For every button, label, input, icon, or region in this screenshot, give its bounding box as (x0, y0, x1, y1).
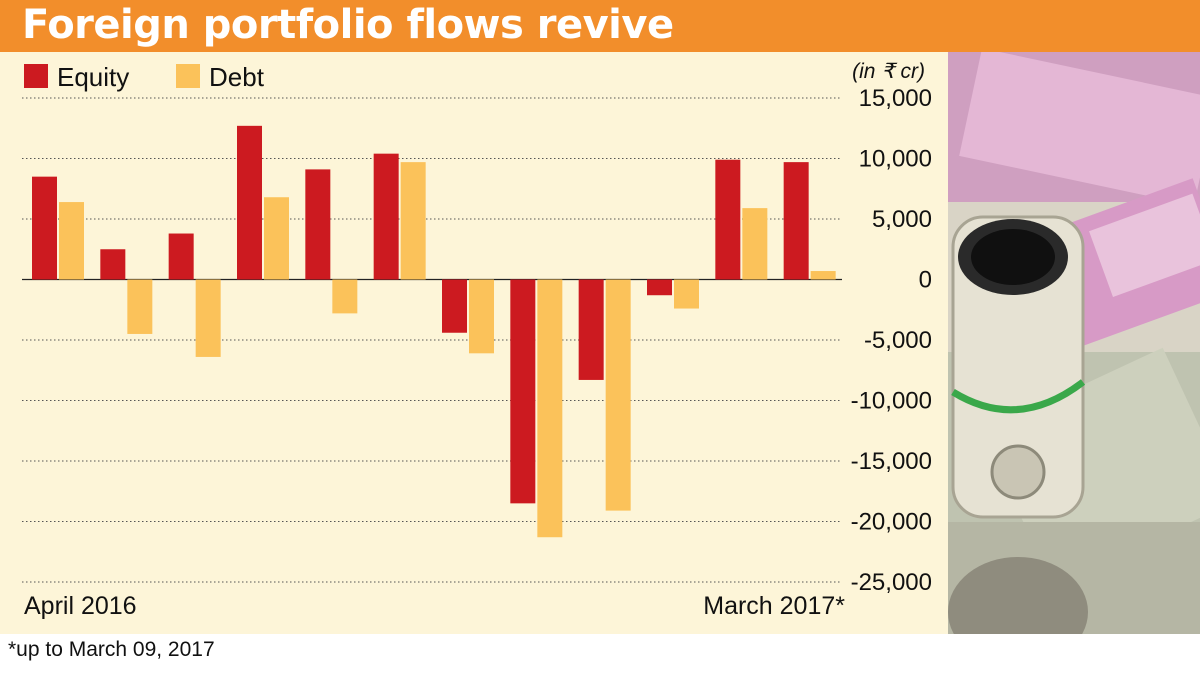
chart-svg: 15,000 10,000 5,000 0 -5,000 -10,000 -15,000 -2… (22, 60, 932, 620)
title-bar: Foreign portfolio flows revive (0, 0, 1200, 52)
y-tick-label: -15,000 (851, 448, 932, 475)
y-tick-label: 0 (919, 267, 932, 294)
bar-debt (400, 162, 426, 280)
y-tick-label: -5,000 (864, 327, 932, 354)
legend-swatch-equity (24, 64, 48, 88)
bar-debt (674, 279, 699, 309)
bar-debt (605, 279, 631, 511)
bar-equity (783, 162, 809, 280)
bar-equity (32, 176, 57, 280)
bar-equity (237, 125, 262, 280)
bar-equity (442, 279, 467, 333)
y-tick-label: 5,000 (872, 206, 932, 233)
bar-debt (127, 279, 153, 334)
bar-equity (510, 279, 536, 504)
bar-equity (647, 279, 672, 296)
y-tick-label: -20,000 (851, 509, 932, 536)
bar-debt (469, 279, 494, 354)
y-tick-label: 10,000 (859, 146, 932, 173)
bar-equity (168, 233, 194, 280)
unit-label: (in ₹ cr) (852, 60, 925, 83)
bar-equity (578, 279, 604, 380)
legend-label-debt: Debt (209, 62, 265, 92)
bar-equity (305, 169, 331, 280)
y-tick-label: -10,000 (851, 388, 932, 415)
bar-debt (810, 271, 836, 280)
bar-debt (59, 202, 84, 280)
rupee-notes-photo (948, 52, 1200, 634)
bar-debt (742, 208, 768, 280)
bar-debt (264, 197, 289, 280)
x-end-label: March 2017* (703, 592, 845, 620)
legend-label-equity: Equity (57, 62, 129, 92)
y-tick-label: -25,000 (851, 569, 932, 596)
bar-equity (715, 159, 741, 280)
x-start-label: April 2016 (24, 592, 137, 620)
bar-equity (373, 153, 399, 280)
y-tick-label: 15,000 (859, 85, 932, 112)
chart-title: Foreign portfolio flows revive (22, 2, 674, 48)
legend-swatch-debt (176, 64, 200, 88)
bar-debt (195, 279, 221, 357)
footnote: *up to March 09, 2017 (8, 638, 215, 661)
bar-equity (100, 249, 126, 280)
bar-debt (537, 279, 563, 538)
bar-debt (332, 279, 358, 314)
